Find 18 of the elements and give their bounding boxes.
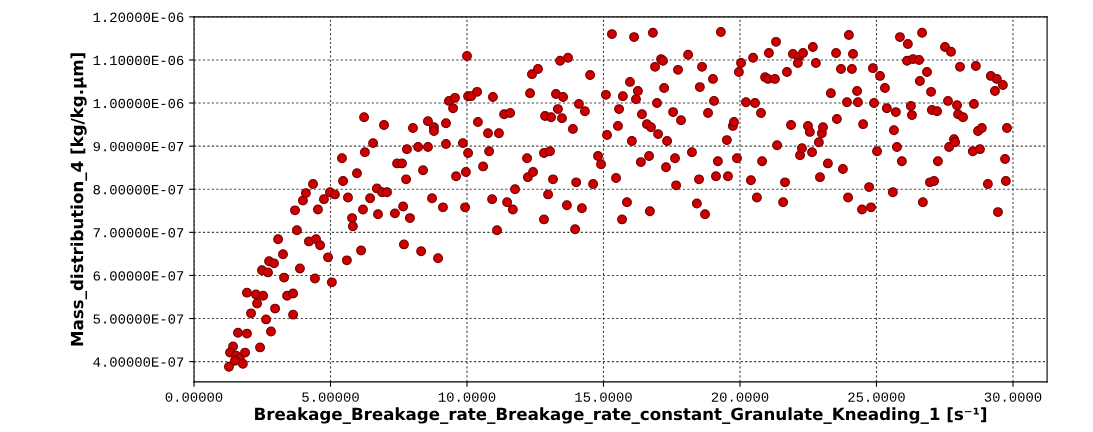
x-tick-label: 20.0000	[711, 392, 769, 402]
x-tick-label: 10.0000	[438, 392, 496, 402]
x-axis-title: Breakage_Breakage_rate_Breakage_rate_constant_Granulate_Kneading_1 [s⁻¹]	[255, 407, 987, 424]
x-tick-label: 5.00000	[302, 392, 359, 402]
y-tick-label: 1.20000E-06	[93, 12, 184, 23]
y-tick-label: 1.00000E-06	[93, 98, 184, 109]
y-tick-label: 1.10000E-06	[93, 55, 184, 66]
x-tick-label: 15.0000	[575, 392, 632, 402]
y-tick-label: 5.00000E-07	[93, 314, 184, 324]
y-tick-label: 8.00000E-07	[93, 184, 184, 195]
x-tick-label: 25.0000	[848, 392, 905, 402]
y-tick-label: 9.00000E-07	[93, 141, 184, 152]
x-tick-label: 30.0000	[984, 392, 1042, 402]
y-axis-title: Mass_distribution_4 [kg/kg.µm]	[70, 53, 88, 346]
y-tick-label: 4.00000E-07	[93, 357, 184, 367]
x-tick-label: 0.00000	[165, 392, 223, 402]
y-tick-label: 6.00000E-07	[93, 271, 184, 281]
y-tick-label: 7.00000E-07	[93, 228, 184, 238]
